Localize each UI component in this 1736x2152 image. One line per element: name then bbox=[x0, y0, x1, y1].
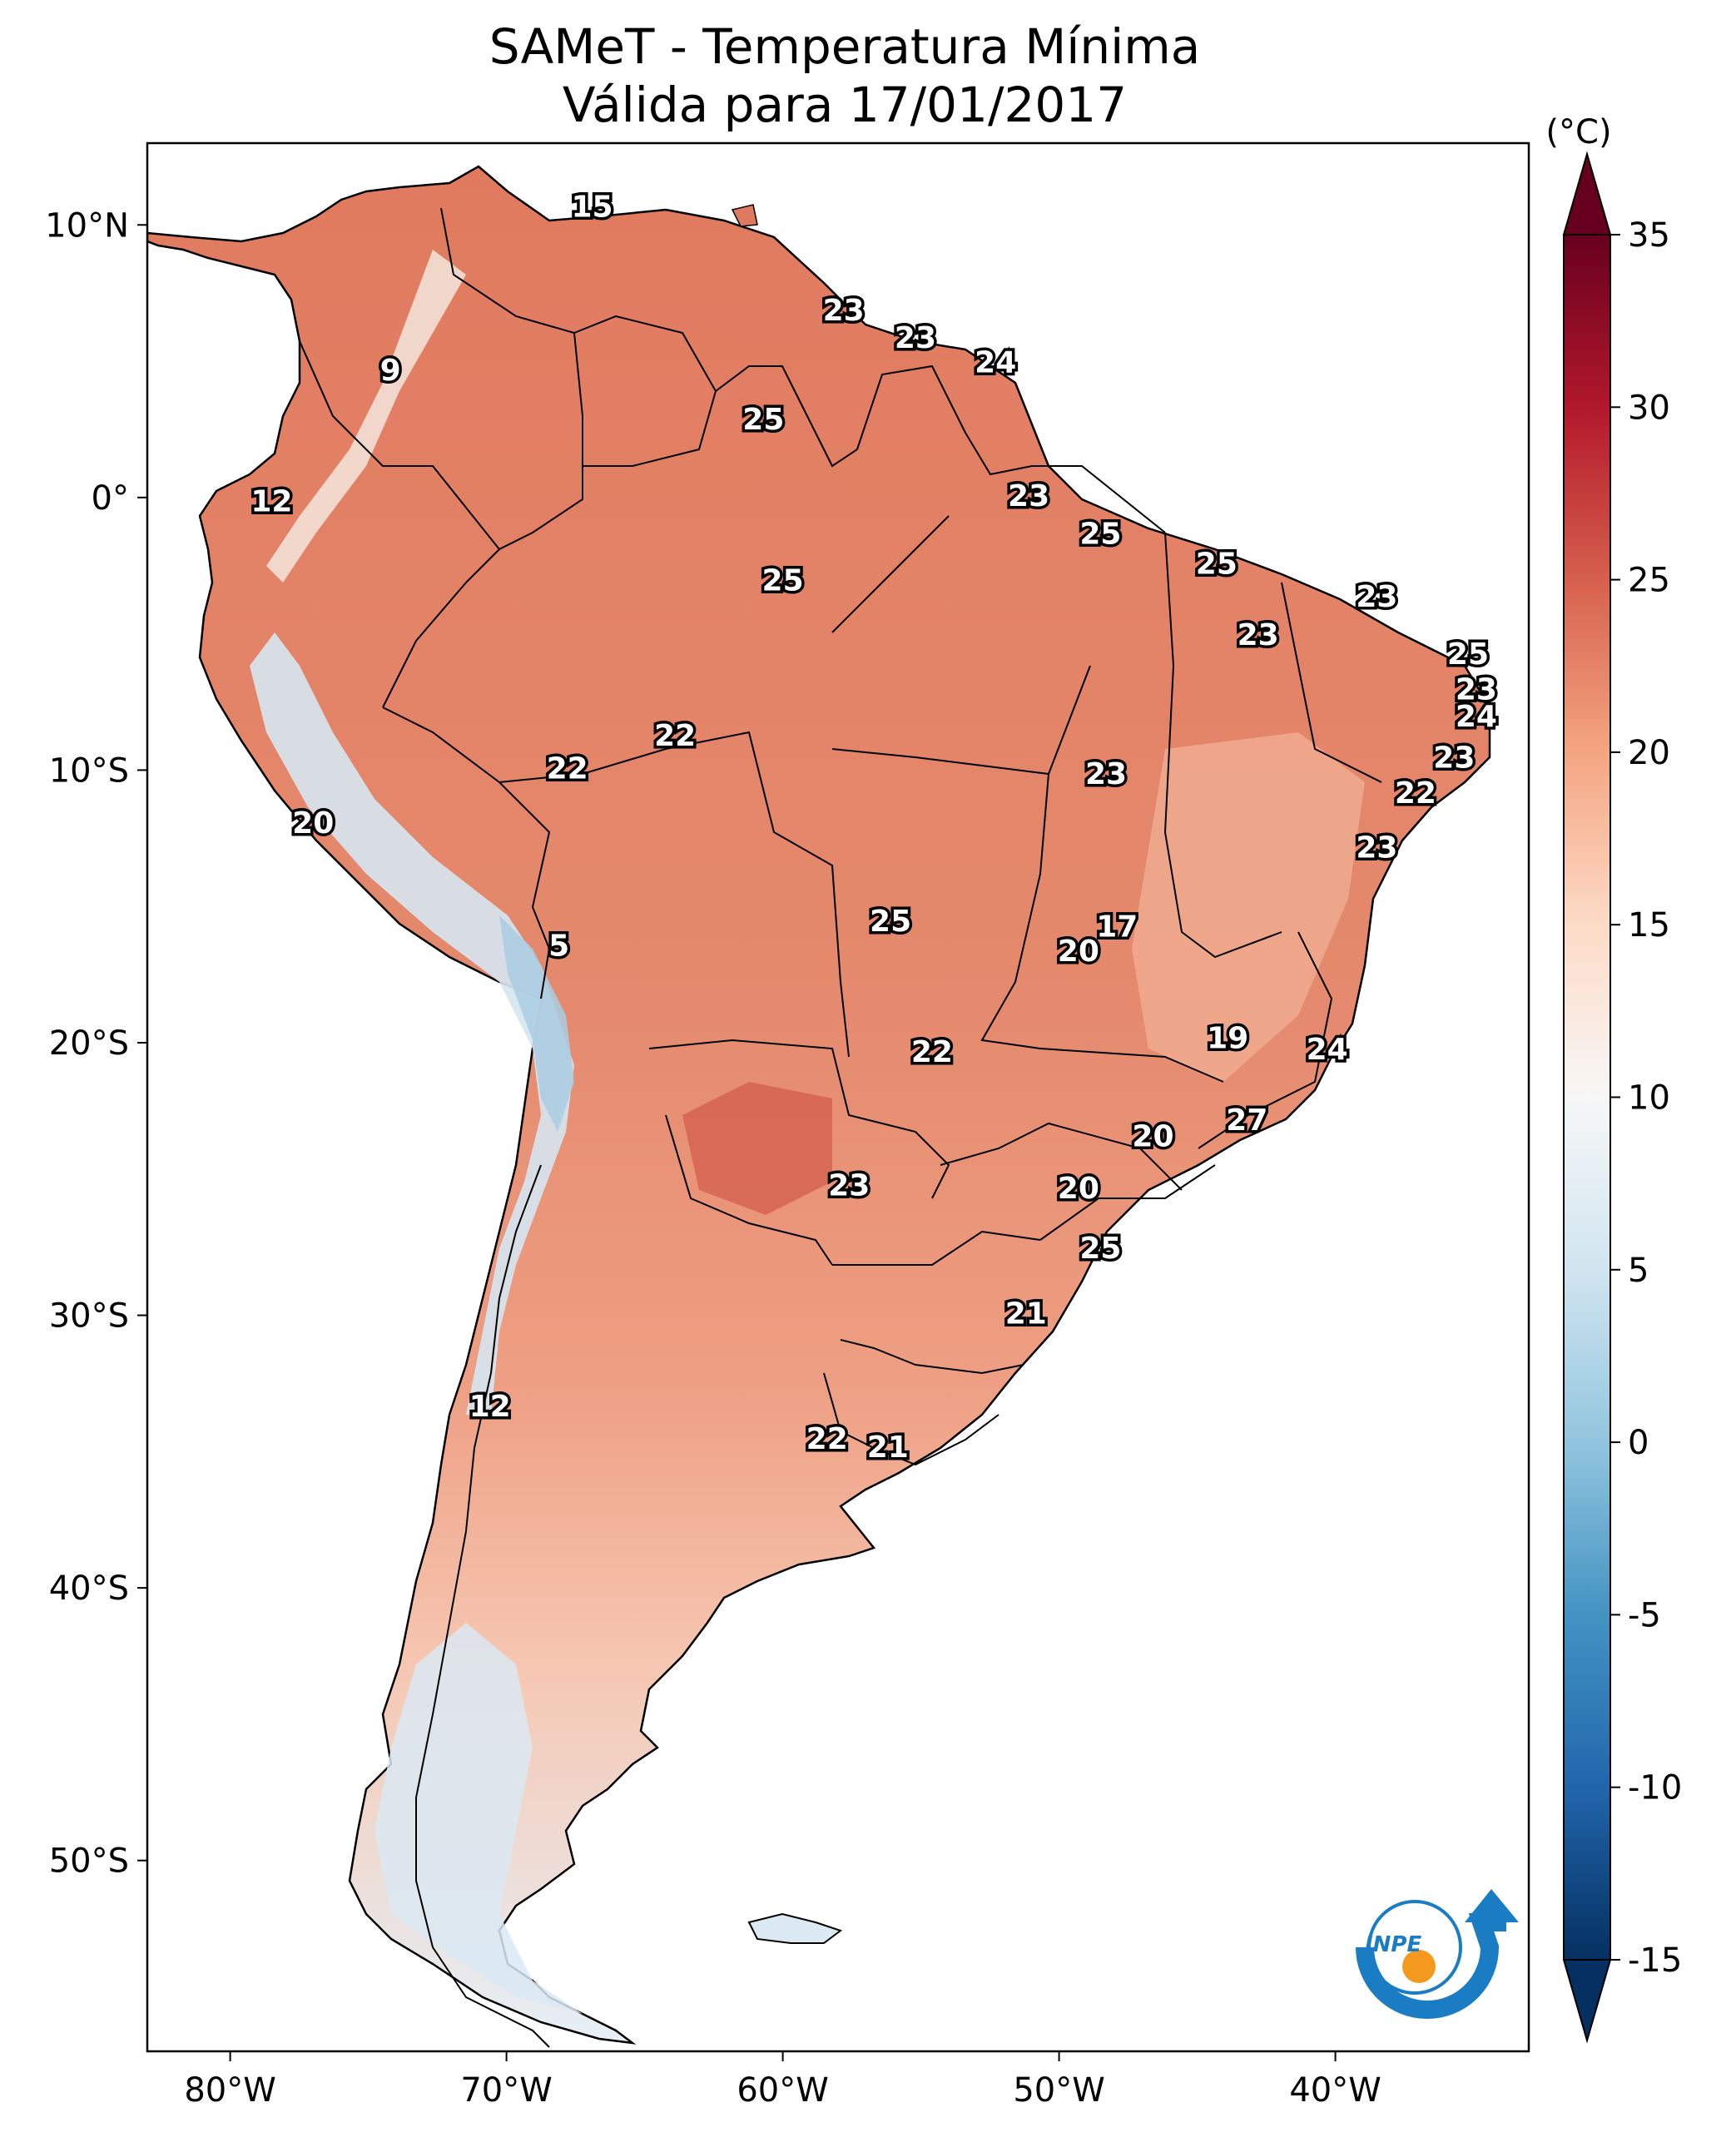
colorbar-tick-label: -15 bbox=[1628, 1941, 1682, 1980]
colorbar-top-arrow bbox=[1562, 151, 1612, 236]
station-value-label: 27 bbox=[1226, 1103, 1267, 1138]
lon-tick-label: 60°W bbox=[737, 2071, 828, 2110]
andes-cold-core bbox=[499, 915, 574, 1132]
inpe-logo-text: INPE bbox=[1365, 1932, 1421, 1957]
station-value-label: 24 bbox=[1307, 1033, 1348, 1067]
inpe-logo: INPE bbox=[1356, 1889, 1519, 2019]
lat-tick-label: 10°S bbox=[49, 751, 129, 790]
lat-tick-label: 20°S bbox=[49, 1024, 129, 1063]
caribbean-islands bbox=[731, 204, 758, 227]
station-value-label: 12 bbox=[250, 484, 292, 518]
station-value-label: 25 bbox=[870, 905, 911, 939]
station-value-label: 23 bbox=[1356, 580, 1397, 614]
colorbar-unit-label: (°C) bbox=[1545, 113, 1611, 151]
colorbar-tick-label: 5 bbox=[1628, 1252, 1649, 1290]
station-value-label: 23 bbox=[895, 321, 936, 355]
station-value-label: 22 bbox=[911, 1035, 953, 1069]
colorbar-tick-label: -10 bbox=[1628, 1769, 1682, 1807]
colorbar-tick-label: 15 bbox=[1628, 906, 1670, 945]
inpe-logo-arc bbox=[1356, 1913, 1506, 2019]
station-value-label: 25 bbox=[1196, 548, 1238, 582]
station-value-label: 25 bbox=[742, 403, 784, 437]
station-value-label: 25 bbox=[762, 563, 804, 598]
colorbar: 35 30 25 20 15 10 5 0 -5 -10 -15 (°C) bbox=[1545, 113, 1682, 2044]
lon-tick-label: 50°W bbox=[1013, 2071, 1104, 2110]
station-value-label: 17 bbox=[1096, 910, 1138, 944]
station-value-label: 25 bbox=[1079, 1232, 1121, 1266]
colorbar-tick-label: 20 bbox=[1628, 734, 1670, 772]
station-value-label: 20 bbox=[1132, 1120, 1173, 1154]
colorbar-tick-label: 10 bbox=[1628, 1079, 1670, 1118]
station-value-label: 20 bbox=[1058, 1172, 1099, 1206]
colorbar-tick-label: 35 bbox=[1628, 216, 1670, 255]
station-value-label: 23 bbox=[828, 1169, 870, 1203]
station-value-label: 25 bbox=[1079, 518, 1121, 552]
lat-tick-label: 30°S bbox=[49, 1297, 129, 1336]
station-value-label: 23 bbox=[1456, 672, 1497, 707]
colorbar-ticks: 35 30 25 20 15 10 5 0 -5 -10 -15 bbox=[1610, 216, 1682, 1980]
longitude-ticks: 80°W 70°W 60°W 50°W 40°W bbox=[184, 2051, 1381, 2110]
station-value-label: 22 bbox=[806, 1422, 848, 1456]
station-value-label: 22 bbox=[547, 751, 588, 786]
station-value-label: 25 bbox=[1447, 637, 1489, 672]
station-value-label: 23 bbox=[823, 294, 865, 328]
station-value-label: 23 bbox=[1238, 618, 1279, 652]
station-value-label: 23 bbox=[1085, 757, 1127, 791]
station-value-label: 5 bbox=[548, 929, 569, 963]
station-value-label: 21 bbox=[867, 1431, 909, 1465]
station-value-label: 24 bbox=[1456, 700, 1497, 734]
station-value-label: 15 bbox=[571, 191, 613, 225]
lat-tick-label: 50°S bbox=[49, 1842, 129, 1881]
station-value-label: 24 bbox=[975, 345, 1016, 379]
station-value-label: 23 bbox=[1433, 741, 1475, 775]
station-value-label: 21 bbox=[1005, 1297, 1047, 1331]
lon-tick-label: 70°W bbox=[460, 2071, 552, 2110]
station-value-label: 19 bbox=[1207, 1022, 1248, 1056]
colorbar-body bbox=[1563, 234, 1611, 1961]
station-value-label: 9 bbox=[380, 354, 401, 388]
patagonia-cool bbox=[374, 1623, 583, 2014]
colorbar-tick-label: 25 bbox=[1628, 562, 1670, 600]
lon-tick-label: 80°W bbox=[184, 2071, 275, 2110]
station-value-label: 12 bbox=[469, 1390, 511, 1424]
lat-tick-label: 0° bbox=[92, 479, 129, 518]
falkland-islands bbox=[747, 1912, 843, 1944]
station-value-label: 22 bbox=[654, 719, 696, 753]
inpe-logo-sun bbox=[1402, 1950, 1436, 1983]
map-frame bbox=[146, 141, 1530, 2053]
map-title-line1: SAMeT - Temperatura Mínima bbox=[489, 18, 1201, 75]
colorbar-bottom-arrow bbox=[1562, 1959, 1612, 2044]
andes-cool-band bbox=[250, 632, 574, 1415]
station-value-label: 22 bbox=[1395, 776, 1436, 811]
station-value-label: 23 bbox=[1008, 479, 1049, 513]
colombia-andes-cool bbox=[266, 250, 466, 583]
station-value-label: 20 bbox=[1058, 935, 1099, 969]
lat-tick-label: 40°S bbox=[49, 1569, 129, 1608]
latitude-ticks: 10°N 0° 10°S 20°S 30°S 40°S 50°S bbox=[45, 206, 147, 1881]
station-value-label: 23 bbox=[1356, 831, 1397, 865]
lon-tick-label: 40°W bbox=[1289, 2071, 1381, 2110]
continent-layer bbox=[147, 165, 1491, 2048]
inpe-logo-arrow bbox=[1465, 1889, 1519, 1922]
inpe-logo-circle bbox=[1367, 1900, 1462, 1995]
country-borders bbox=[299, 207, 1382, 2048]
lat-tick-label: 10°N bbox=[45, 206, 129, 245]
colorbar-tick-label: 0 bbox=[1628, 1424, 1649, 1462]
station-value-label: 20 bbox=[292, 806, 334, 840]
colorbar-tick-label: -5 bbox=[1628, 1596, 1661, 1634]
brazil-highlands-light bbox=[1132, 732, 1365, 1082]
colorbar-tick-label: 30 bbox=[1628, 389, 1670, 427]
map-title-line2: Válida para 17/01/2017 bbox=[562, 77, 1128, 133]
chaco-hot-region bbox=[682, 1082, 832, 1215]
